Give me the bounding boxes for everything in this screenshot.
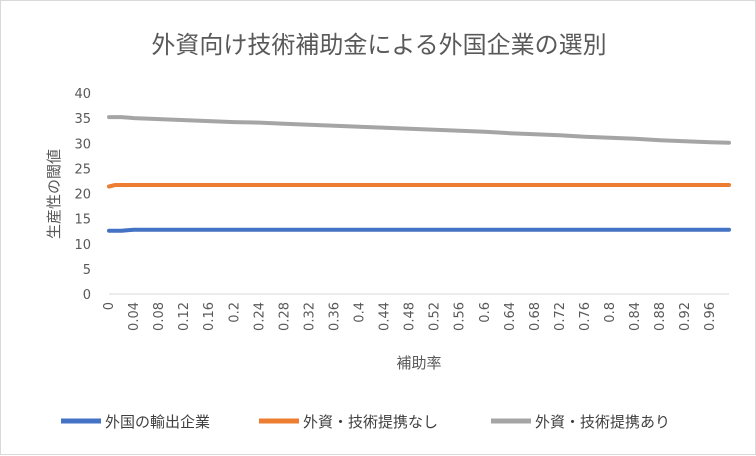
x-tick-label: 0.52: [428, 302, 443, 331]
x-tick-label: 0.64: [503, 302, 518, 331]
x-axis-title: 補助率: [396, 354, 441, 372]
x-tick-label: 0.08: [152, 302, 167, 331]
series-line-1: [107, 227, 731, 233]
y-tick-label: 35: [74, 112, 91, 127]
x-tick-label: 0.72: [553, 302, 568, 331]
y-tick-label: 40: [74, 87, 91, 102]
x-tick-label: 0.36: [327, 302, 342, 331]
x-tick-label: 0.88: [653, 302, 668, 331]
y-tick-label: 0: [83, 288, 91, 303]
x-tick-label: 0.32: [302, 302, 317, 331]
y-tick-label: 20: [74, 188, 91, 203]
x-tick-label: 0.12: [177, 302, 192, 331]
y-axis-title: 生産性の閾値: [45, 149, 63, 239]
x-tick-label: 0.44: [378, 302, 393, 331]
x-tick-label: 0.24: [252, 302, 267, 331]
x-tick-label: 0.8: [603, 302, 618, 323]
x-tick-label: 0.96: [703, 302, 718, 331]
y-tick-label: 25: [74, 162, 91, 177]
y-tick-label: 30: [74, 137, 91, 152]
series-line-2: [107, 183, 731, 189]
y-axis: 0 5 10 15 20 25 30 35 40: [74, 87, 91, 303]
x-tick-label: 0.2: [227, 302, 242, 323]
series-group: [107, 115, 731, 233]
x-tick-label: 0.6: [478, 302, 493, 323]
series-line-3: [107, 115, 731, 145]
y-tick-label: 5: [83, 263, 91, 278]
x-tick-label: 0.92: [678, 302, 693, 331]
x-tick-label: 0.84: [628, 302, 643, 331]
chart-title: 外資向け技術補助金による外国企業の選別: [151, 31, 606, 59]
x-tick-label: 0: [102, 302, 117, 310]
x-tick-label: 0.04: [127, 302, 142, 331]
x-tick-label: 0.16: [202, 302, 217, 331]
x-tick-label: 0.28: [277, 302, 292, 331]
x-tick-label: 0.76: [578, 302, 593, 331]
y-tick-label: 15: [74, 213, 91, 228]
legend: 外国の輸出企業 外資・技術提携なし 外資・技術提携あり: [61, 413, 670, 431]
x-axis: 0 0.04 0.08 0.12 0.16 0.2 0.24 0.28 0.32 0.36 0.4 0…: [102, 302, 718, 331]
legend-label: 外国の輸出企業: [105, 413, 210, 431]
x-tick-label: 0.56: [453, 302, 468, 331]
x-tick-label: 0.4: [353, 302, 368, 323]
x-tick-label: 0.68: [528, 302, 543, 331]
legend-label: 外資・技術提携あり: [535, 413, 670, 431]
x-tick-label: 0.48: [403, 302, 418, 331]
y-tick-label: 10: [74, 238, 91, 253]
legend-label: 外資・技術提携なし: [303, 413, 438, 431]
